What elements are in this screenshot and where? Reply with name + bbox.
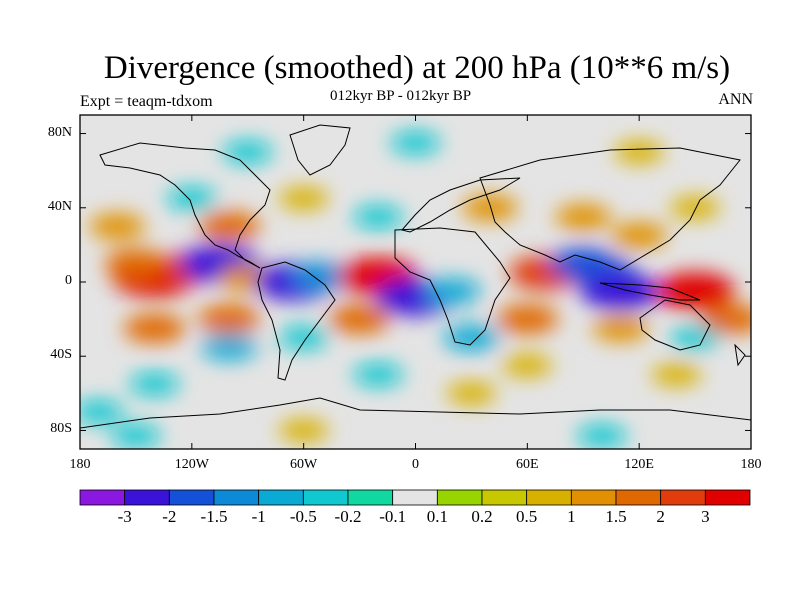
field-feature-37 xyxy=(129,372,180,396)
field-feature-20 xyxy=(278,187,329,210)
colorbar-label: -0.2 xyxy=(334,507,362,526)
coastlines xyxy=(80,124,751,429)
colorbar-label: 1.5 xyxy=(605,507,627,526)
lon-label: 0 xyxy=(412,457,419,472)
coast-indonesia xyxy=(599,282,701,301)
field-feature-43 xyxy=(110,424,161,448)
lon-label: 180 xyxy=(69,457,91,472)
experiment-label: Expt = teaqm-tdxom xyxy=(80,93,213,110)
colorbar-label: -1.5 xyxy=(200,507,228,526)
field-feature-23 xyxy=(555,204,612,231)
field-feature-25 xyxy=(123,313,186,343)
lat-label: 40S xyxy=(50,347,72,363)
colorbar-label: -2 xyxy=(162,507,177,526)
colorbar-label: 0.5 xyxy=(516,507,538,526)
lon-label: 60W xyxy=(290,457,318,472)
axis-ticks xyxy=(79,115,752,449)
colorbar-label: 0.2 xyxy=(471,507,493,526)
lon-label: 120W xyxy=(174,457,209,472)
colorbar-label: -1 xyxy=(251,507,266,526)
lat-label: 80S xyxy=(50,421,72,437)
field-feature-35 xyxy=(502,354,553,377)
colorbar-label: 2 xyxy=(656,507,665,526)
field-feature-22 xyxy=(462,194,519,221)
field-feature-42 xyxy=(222,140,273,164)
field-feature-33 xyxy=(701,304,751,334)
field-feature-45 xyxy=(278,418,329,442)
coast-antarctica xyxy=(80,397,751,429)
coast-north-america xyxy=(99,142,271,269)
colorbar-label: 1 xyxy=(567,507,576,526)
lat-label: 0 xyxy=(65,273,72,288)
coast-new-zealand xyxy=(734,343,746,367)
coast-south-america xyxy=(257,261,336,381)
field-feature-21 xyxy=(353,205,404,229)
field-feature-32 xyxy=(201,333,258,360)
field-feature-14 xyxy=(580,272,661,311)
lon-label: 120E xyxy=(624,457,654,472)
lon-label: 60E xyxy=(516,457,539,472)
field-feature-10 xyxy=(443,324,500,351)
field-feature-6 xyxy=(291,261,354,291)
colorbar-label: -0.1 xyxy=(379,507,407,526)
field-feature-24 xyxy=(670,196,721,220)
colorbar-label: -0.5 xyxy=(289,507,317,526)
field-feature-39 xyxy=(446,381,497,405)
coast-asia xyxy=(479,147,741,271)
field-feature-41 xyxy=(614,140,665,164)
field-feature-28 xyxy=(328,304,391,334)
field-feature-19 xyxy=(166,187,217,210)
field-feature-18 xyxy=(198,211,261,241)
chart-title: Divergence (smoothed) at 200 hPa (10**6 … xyxy=(103,50,731,86)
field-feature-27 xyxy=(278,326,329,350)
field-feature-40 xyxy=(390,131,441,155)
field-feature-31 xyxy=(670,326,721,350)
field-feature-15 xyxy=(655,272,736,311)
coast-europe xyxy=(401,177,521,233)
chart-subtitle: 012kyr BP - 012kyr BP xyxy=(330,88,472,104)
lon-label: 180 xyxy=(740,457,762,472)
field-feature-16 xyxy=(611,222,668,249)
season-label: ANN xyxy=(718,91,753,108)
coast-africa xyxy=(394,227,511,346)
field-feature-34 xyxy=(353,363,404,387)
coast-greenland xyxy=(289,124,351,176)
field-feature-29 xyxy=(496,304,559,334)
coast-australia xyxy=(639,299,711,351)
colorbar-label: -3 xyxy=(117,507,132,526)
divergence-field xyxy=(80,131,751,448)
field-feature-44 xyxy=(576,424,627,448)
field-feature-38 xyxy=(80,400,124,424)
field-feature-36 xyxy=(651,363,702,387)
field-feature-17 xyxy=(89,213,146,240)
field-feature-26 xyxy=(198,304,261,334)
lat-label: 40N xyxy=(47,198,72,214)
field-feature-9 xyxy=(424,278,481,305)
field-feature-1 xyxy=(104,248,167,278)
lat-label: 80N xyxy=(47,124,72,140)
field-feature-30 xyxy=(592,315,649,342)
colorbar-label: 3 xyxy=(701,507,710,526)
colorbar-label: 0.1 xyxy=(426,507,448,526)
